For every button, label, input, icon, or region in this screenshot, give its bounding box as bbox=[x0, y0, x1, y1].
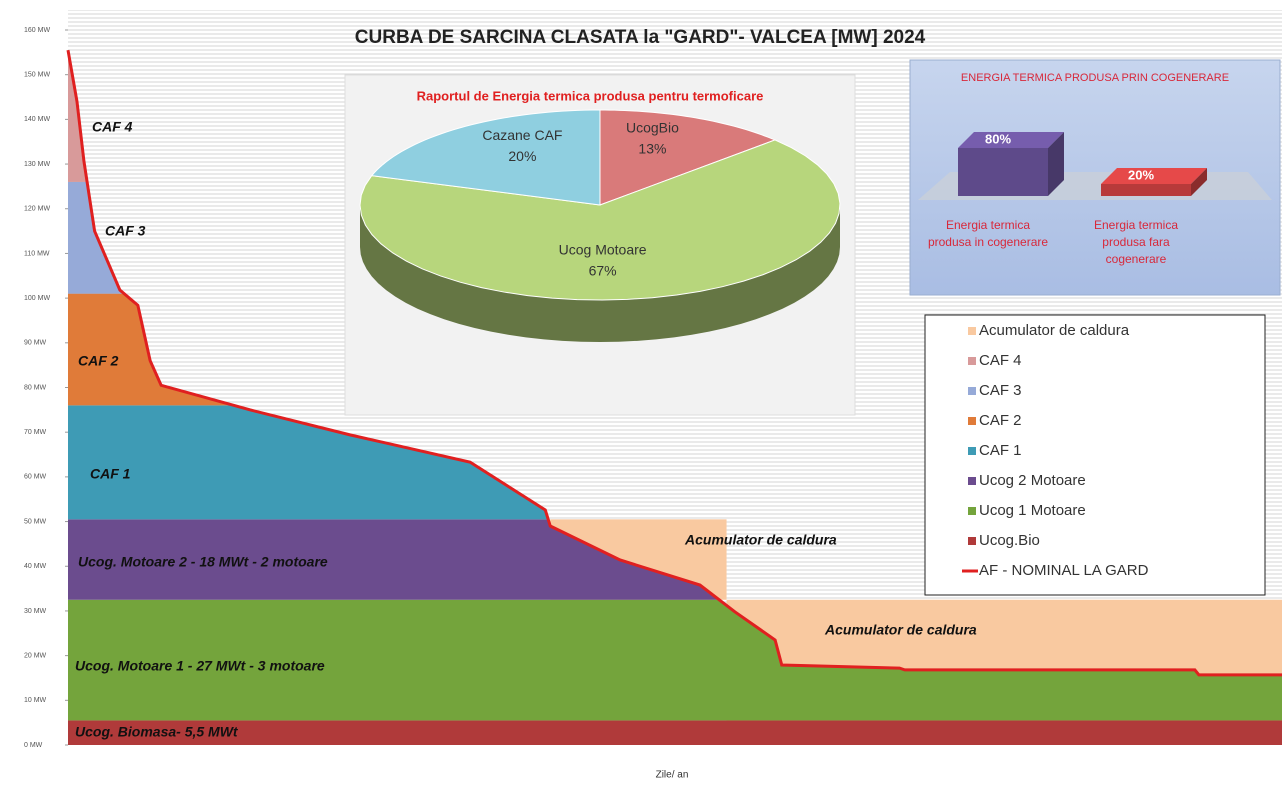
load-line bbox=[66, 49, 1282, 677]
y-tick-label: 0 MW bbox=[24, 742, 43, 749]
y-tick-label: 150 MW bbox=[24, 72, 50, 79]
y-tick-label: 50 MW bbox=[24, 518, 47, 525]
band-label: CAF 2 bbox=[78, 353, 119, 369]
pie-value-label: 13% bbox=[638, 140, 666, 156]
band-label: CAF 1 bbox=[90, 466, 131, 482]
legend-label: Ucog 2 Motoare bbox=[979, 472, 1086, 489]
y-tick-label: 20 MW bbox=[24, 652, 47, 659]
y-tick-label: 60 MW bbox=[24, 474, 47, 481]
inset-bar-side bbox=[1048, 132, 1064, 196]
pie-value-label: 20% bbox=[508, 148, 536, 164]
chart-title: CURBA DE SARCINA CLASATA la "GARD"- VALC… bbox=[355, 27, 926, 48]
y-tick-label: 10 MW bbox=[24, 697, 47, 704]
y-tick-label: 110 MW bbox=[24, 250, 50, 257]
y-tick-label: 130 MW bbox=[24, 161, 50, 168]
legend-label: Ucog 1 Motoare bbox=[979, 502, 1086, 519]
band-label: Ucog. Motoare 2 - 18 MWt - 2 motoare bbox=[78, 554, 328, 570]
y-tick-label: 140 MW bbox=[24, 116, 50, 123]
pie-slice bbox=[359, 139, 841, 301]
band-label: CAF 3 bbox=[105, 223, 146, 239]
band-label: Ucog. Biomasa- 5,5 MWt bbox=[75, 724, 239, 740]
legend-swatch bbox=[968, 477, 976, 485]
band-label: Acumulator de caldura bbox=[684, 532, 837, 548]
pie-side bbox=[360, 205, 840, 342]
inset-title: ENERGIA TERMICA PRODUSA PRIN COGENERARE bbox=[961, 72, 1229, 84]
legend-label: CAF 2 bbox=[979, 412, 1022, 429]
y-tick-label: 40 MW bbox=[24, 563, 47, 570]
y-tick-label: 90 MW bbox=[24, 340, 47, 347]
inset-bar bbox=[958, 148, 1048, 196]
pie-slice bbox=[599, 109, 777, 206]
legend-swatch bbox=[968, 417, 976, 425]
legend bbox=[924, 314, 1266, 596]
legend-label: Ucog.Bio bbox=[979, 532, 1040, 549]
pie-label: UcogBio bbox=[626, 119, 679, 135]
legend-swatch bbox=[968, 447, 976, 455]
band bbox=[68, 720, 1282, 745]
legend-swatch bbox=[968, 357, 976, 365]
legend-swatch bbox=[968, 507, 976, 515]
y-tick-label: 70 MW bbox=[24, 429, 47, 436]
pie-title: Raportul de Energia termica produsa pent… bbox=[417, 88, 764, 103]
legend-swatch bbox=[968, 327, 976, 335]
inset-category-text: Energia termica produsa fara cogenerare bbox=[1093, 218, 1179, 266]
inset-bar bbox=[1101, 184, 1191, 196]
legend-label: CAF 4 bbox=[979, 352, 1022, 369]
y-tick-label: 30 MW bbox=[24, 608, 47, 615]
pie-slice bbox=[370, 109, 601, 206]
band-label: CAF 4 bbox=[92, 119, 133, 135]
y-tick-label: 160 MW bbox=[24, 27, 50, 34]
inset-value-label: 20% bbox=[1128, 167, 1154, 182]
pie-label: Ucog Motoare bbox=[559, 242, 647, 258]
inset-category: Energia termica produsa in cogenerare bbox=[927, 218, 1049, 249]
pie-label: Cazane CAF bbox=[482, 127, 562, 143]
band-label: Acumulator de caldura bbox=[824, 622, 977, 638]
inset-bar-top bbox=[1101, 168, 1207, 184]
y-tick-label: 100 MW bbox=[24, 295, 50, 302]
pie-value-label: 67% bbox=[589, 263, 617, 279]
inset-bar-top bbox=[958, 132, 1064, 148]
inset-category-text: Energia termica produsa in cogenerare bbox=[927, 218, 1049, 249]
y-tick-label: 120 MW bbox=[24, 206, 50, 213]
legend-label: CAF 3 bbox=[979, 382, 1022, 399]
inset-bar-side bbox=[1191, 168, 1207, 196]
legend-label: Acumulator de caldura bbox=[979, 322, 1130, 339]
legend-label: CAF 1 bbox=[979, 442, 1022, 459]
inset-category: Energia termica produsa fara cogenerare bbox=[1093, 218, 1179, 266]
y-tick-label: 80 MW bbox=[24, 384, 47, 391]
legend-label: AF - NOMINAL LA GARD bbox=[979, 562, 1149, 579]
band-label: Ucog. Motoare 1 - 27 MWt - 3 motoare bbox=[75, 658, 325, 674]
legend-swatch bbox=[968, 537, 976, 545]
legend-swatch bbox=[968, 387, 976, 395]
inset-value-label: 80% bbox=[985, 131, 1011, 146]
x-axis-label: Zile/ an bbox=[656, 770, 689, 781]
